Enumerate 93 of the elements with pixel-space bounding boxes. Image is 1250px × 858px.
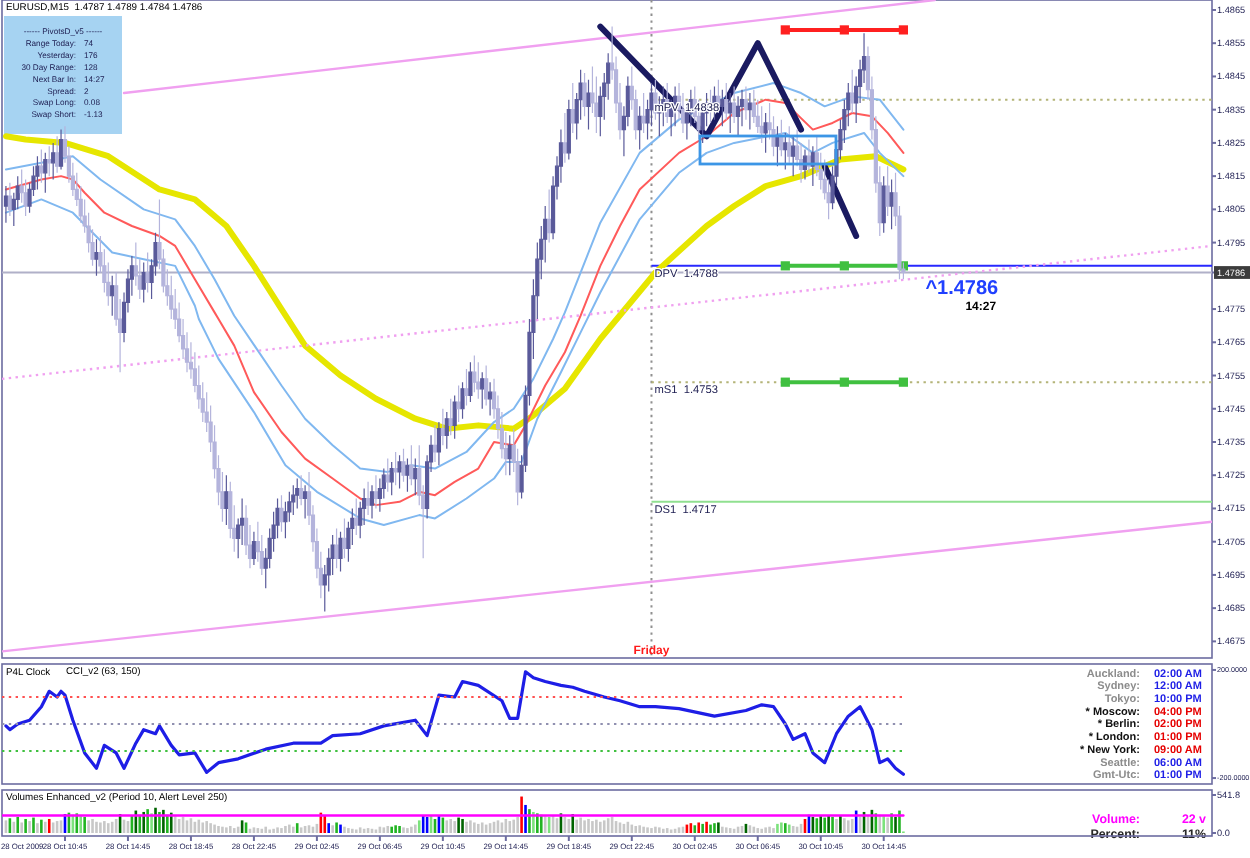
candlestick	[720, 89, 725, 127]
point	[780, 377, 790, 387]
candlestick	[759, 105, 764, 144]
candlestick	[775, 125, 780, 167]
candlestick	[881, 175, 886, 234]
candlestick	[452, 394, 457, 440]
candlestick	[586, 79, 591, 131]
candlestick	[732, 85, 737, 124]
candlestick	[334, 527, 339, 569]
candlestick	[802, 148, 808, 181]
candlestick	[3, 185, 9, 224]
candlestick	[484, 364, 489, 407]
candlestick	[369, 484, 375, 520]
candlestick	[94, 238, 99, 277]
candlestick	[302, 484, 308, 520]
candlestick	[251, 531, 257, 566]
candlestick	[58, 129, 64, 171]
candlestick	[787, 125, 792, 164]
candlestick	[472, 354, 477, 393]
candlestick	[791, 135, 796, 177]
candlestick	[7, 182, 12, 217]
candlestick	[637, 105, 642, 151]
candlestick	[224, 474, 229, 526]
candlestick	[739, 89, 745, 127]
candlestick	[456, 384, 461, 423]
candlestick	[377, 477, 382, 513]
point	[898, 25, 908, 35]
point	[839, 377, 849, 387]
line-series	[597, 23, 805, 140]
candlestick	[291, 484, 296, 516]
line-series	[4, 670, 905, 776]
candlestick	[724, 82, 729, 121]
candlestick	[480, 371, 485, 410]
point	[898, 377, 908, 387]
candlestick	[889, 178, 894, 230]
candlestick	[810, 145, 815, 187]
candlestick	[444, 411, 449, 450]
annotation: ^1.4786	[925, 277, 1000, 300]
candlestick	[39, 148, 44, 184]
candlestick	[448, 398, 453, 436]
candlestick	[783, 132, 788, 171]
candlestick	[43, 152, 48, 194]
point	[780, 25, 790, 35]
candlestick	[409, 444, 414, 486]
point	[839, 261, 849, 271]
candlestick	[47, 145, 52, 177]
candlestick	[735, 95, 741, 137]
candlestick	[279, 494, 284, 533]
candlestick	[354, 497, 359, 536]
candlestick	[641, 92, 646, 134]
candlestick	[141, 261, 146, 304]
candlestick	[55, 135, 60, 174]
candlestick	[385, 458, 390, 493]
candlestick	[885, 165, 890, 217]
candlestick	[464, 368, 469, 407]
candlestick	[468, 361, 473, 403]
candlestick	[299, 474, 304, 506]
point	[780, 261, 790, 271]
candlestick	[145, 251, 150, 294]
candlestick	[413, 458, 418, 496]
candlestick	[562, 112, 567, 164]
candlestick	[436, 421, 442, 466]
candlestick	[35, 155, 40, 191]
candlestick	[507, 434, 512, 476]
candlestick	[850, 69, 855, 114]
candlestick	[365, 481, 371, 516]
candlestick	[401, 448, 406, 483]
candlestick	[110, 275, 115, 317]
candlestick	[743, 85, 749, 121]
candlestick	[728, 92, 733, 134]
candlestick	[342, 517, 347, 559]
line-series	[2, 133, 907, 432]
candlestick	[440, 408, 445, 446]
candlestick	[460, 381, 465, 420]
candlestick	[487, 381, 493, 416]
candlestick	[747, 92, 752, 131]
candlestick	[566, 99, 571, 161]
point	[839, 25, 849, 35]
candlestick	[763, 112, 768, 154]
candlestick	[393, 451, 398, 486]
candlestick	[570, 82, 575, 134]
candlestick	[779, 119, 784, 157]
candlestick	[432, 424, 438, 463]
candlestick	[405, 458, 410, 493]
candlestick	[476, 361, 481, 400]
candlestick	[338, 531, 343, 573]
candlestick	[51, 142, 56, 181]
candlestick	[389, 461, 394, 496]
candlestick	[582, 72, 587, 117]
candlestick	[397, 454, 402, 490]
candlestick	[547, 188, 552, 244]
candlestick	[295, 477, 300, 510]
candlestick	[373, 474, 379, 510]
